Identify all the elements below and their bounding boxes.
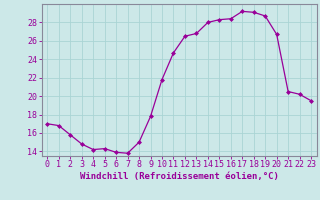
- X-axis label: Windchill (Refroidissement éolien,°C): Windchill (Refroidissement éolien,°C): [80, 172, 279, 181]
